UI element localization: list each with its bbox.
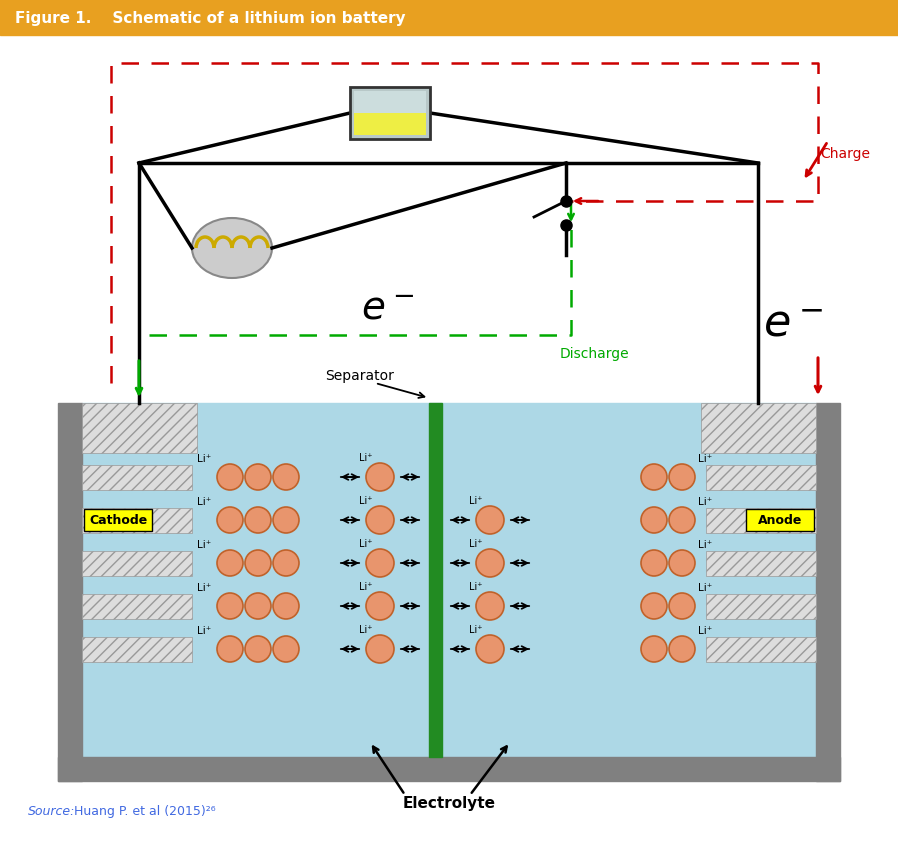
Bar — [706, 595, 816, 619]
Bar — [58, 403, 82, 781]
Circle shape — [217, 594, 243, 619]
Bar — [746, 509, 814, 531]
Circle shape — [669, 550, 695, 577]
Text: Li⁺: Li⁺ — [197, 625, 211, 635]
Circle shape — [273, 636, 299, 662]
Circle shape — [669, 508, 695, 533]
Bar — [701, 403, 816, 454]
Text: Li⁺: Li⁺ — [698, 454, 712, 463]
Text: Li⁺: Li⁺ — [197, 496, 211, 507]
Circle shape — [366, 463, 394, 491]
Text: Li⁺: Li⁺ — [359, 452, 373, 462]
Circle shape — [669, 636, 695, 662]
Circle shape — [273, 594, 299, 619]
Text: Li⁺: Li⁺ — [470, 624, 483, 635]
Circle shape — [641, 508, 667, 533]
Bar — [82, 551, 192, 577]
Bar — [58, 757, 840, 781]
Bar — [706, 466, 816, 490]
Circle shape — [641, 636, 667, 662]
Text: Li⁺: Li⁺ — [698, 496, 712, 507]
Bar — [350, 88, 430, 140]
Text: Li⁺: Li⁺ — [698, 539, 712, 549]
Circle shape — [245, 550, 271, 577]
Bar — [816, 403, 840, 781]
Bar — [354, 92, 426, 113]
Circle shape — [273, 464, 299, 490]
Circle shape — [366, 507, 394, 534]
Bar — [82, 637, 192, 662]
Text: Li⁺: Li⁺ — [698, 583, 712, 592]
Circle shape — [366, 592, 394, 620]
Circle shape — [669, 594, 695, 619]
Text: Source:: Source: — [28, 804, 75, 817]
Text: Li⁺: Li⁺ — [470, 496, 483, 506]
Circle shape — [641, 594, 667, 619]
Circle shape — [366, 635, 394, 664]
Bar — [82, 508, 192, 533]
Text: Charge: Charge — [820, 147, 870, 161]
Text: Huang P. et al (2015)²⁶: Huang P. et al (2015)²⁶ — [70, 804, 216, 817]
Text: Figure 1.    Schematic of a lithium ion battery: Figure 1. Schematic of a lithium ion bat… — [15, 10, 406, 26]
Bar — [0, 0, 898, 36]
Text: Li⁺: Li⁺ — [197, 583, 211, 592]
Circle shape — [217, 550, 243, 577]
Circle shape — [641, 464, 667, 490]
Text: Li⁺: Li⁺ — [359, 624, 373, 635]
Circle shape — [245, 464, 271, 490]
Circle shape — [273, 550, 299, 577]
Bar — [429, 403, 442, 757]
Circle shape — [641, 550, 667, 577]
Circle shape — [217, 464, 243, 490]
Circle shape — [476, 635, 504, 664]
Text: Li⁺: Li⁺ — [470, 538, 483, 548]
Bar — [706, 508, 816, 533]
Text: Li⁺: Li⁺ — [197, 454, 211, 463]
Circle shape — [273, 508, 299, 533]
Circle shape — [476, 592, 504, 620]
Text: Cathode: Cathode — [89, 514, 147, 527]
Circle shape — [476, 507, 504, 534]
Circle shape — [245, 636, 271, 662]
Circle shape — [366, 549, 394, 577]
Bar — [82, 595, 192, 619]
Text: Discharge: Discharge — [560, 346, 629, 361]
Circle shape — [476, 549, 504, 577]
Bar — [706, 551, 816, 577]
Text: Li⁺: Li⁺ — [359, 581, 373, 591]
Circle shape — [669, 464, 695, 490]
Bar — [82, 403, 816, 757]
Circle shape — [245, 508, 271, 533]
Bar — [84, 509, 152, 531]
Ellipse shape — [192, 218, 272, 279]
Text: Li⁺: Li⁺ — [197, 539, 211, 549]
Text: $e^-$: $e^-$ — [763, 302, 823, 345]
Bar — [354, 113, 426, 136]
Circle shape — [217, 508, 243, 533]
Circle shape — [245, 594, 271, 619]
Text: Separator: Separator — [326, 368, 394, 382]
Text: Li⁺: Li⁺ — [698, 625, 712, 635]
Text: Li⁺: Li⁺ — [359, 538, 373, 548]
Text: Anode: Anode — [758, 514, 802, 527]
Text: Electrolyte: Electrolyte — [402, 796, 496, 810]
Bar — [82, 403, 197, 454]
Circle shape — [217, 636, 243, 662]
Text: $e^-$: $e^-$ — [362, 290, 415, 328]
Bar — [82, 466, 192, 490]
Text: Li⁺: Li⁺ — [470, 581, 483, 591]
Text: Li⁺: Li⁺ — [359, 496, 373, 506]
Bar — [706, 637, 816, 662]
